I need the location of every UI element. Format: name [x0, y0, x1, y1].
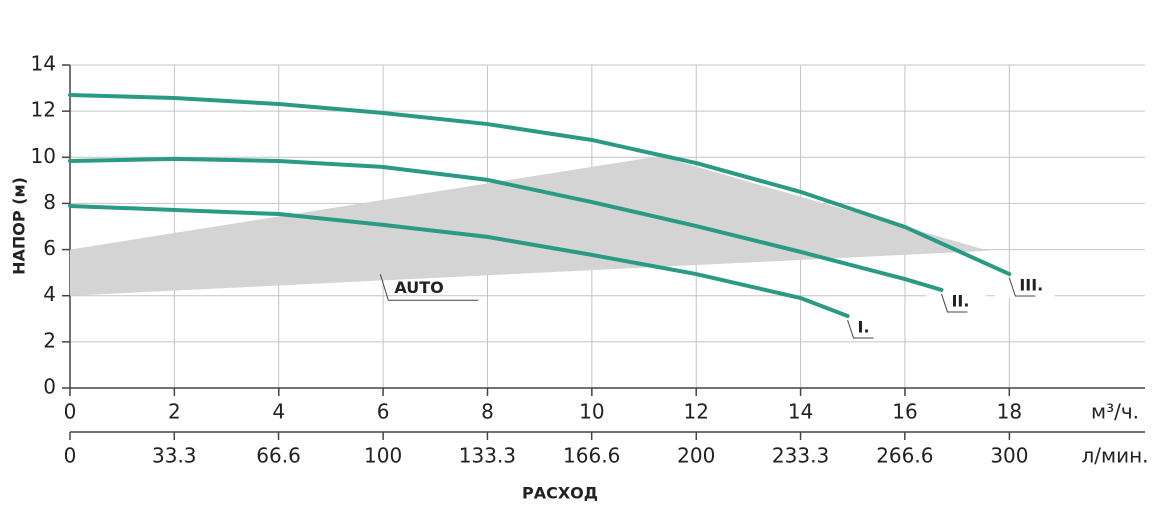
series-line [68, 156, 944, 292]
x2-tick-label: 0 [64, 444, 77, 468]
x-tick-label: 4 [272, 400, 285, 424]
x-tick-label: 0 [64, 400, 77, 424]
series-leader [1008, 277, 1036, 297]
x-unit: м³/ч. [1091, 400, 1139, 424]
series-line [68, 92, 1012, 277]
y-tick-label: 6 [43, 236, 56, 260]
auto-leader [379, 274, 479, 301]
y-tick-label: 0 [43, 375, 56, 399]
x-tick-label: 16 [892, 400, 917, 424]
x-tick-label: 12 [683, 400, 708, 424]
y-tick-label: 12 [31, 98, 56, 122]
x2-tick-label: 133.3 [459, 444, 516, 468]
series-line [68, 203, 850, 319]
x2-tick-label: 100 [364, 444, 402, 468]
y-tick-label: 10 [31, 144, 56, 168]
auto-zone [70, 156, 989, 296]
y-tick-label: 2 [43, 328, 56, 352]
x-tick-label: 6 [377, 400, 390, 424]
series-label: I. [858, 318, 870, 337]
x2-tick-label: 300 [990, 444, 1028, 468]
y-axis-label: НАПОР (м) [10, 177, 29, 275]
x-tick-label: 8 [481, 400, 494, 424]
auto-label: AUTO [394, 278, 443, 297]
x2-tick-label: 166.6 [563, 444, 620, 468]
label-bg [994, 278, 1055, 299]
series-label: III. [1019, 276, 1043, 295]
x-tick-label: 14 [788, 400, 813, 424]
x2-tick-label: 33.3 [152, 444, 197, 468]
x-axis-label: РАСХОД [522, 484, 598, 503]
y-tick-label: 4 [43, 282, 56, 306]
x-tick-label: 2 [168, 400, 181, 424]
label-bg [926, 293, 987, 314]
series-label: II. [951, 291, 969, 310]
x2-tick-label: 66.6 [256, 444, 301, 468]
x2-tick-label: 200 [677, 444, 715, 468]
series-leader [847, 319, 874, 339]
series-leader [941, 293, 968, 313]
x2-tick-label: 233.3 [772, 444, 829, 468]
y-tick-label: 14 [31, 52, 56, 76]
x2-tick-label: 266.6 [876, 444, 933, 468]
x2-unit: л/мин. [1081, 444, 1148, 468]
x-tick-label: 18 [997, 400, 1022, 424]
x-tick-label: 10 [579, 400, 604, 424]
y-tick-label: 8 [43, 190, 56, 214]
label-bg [832, 320, 893, 341]
